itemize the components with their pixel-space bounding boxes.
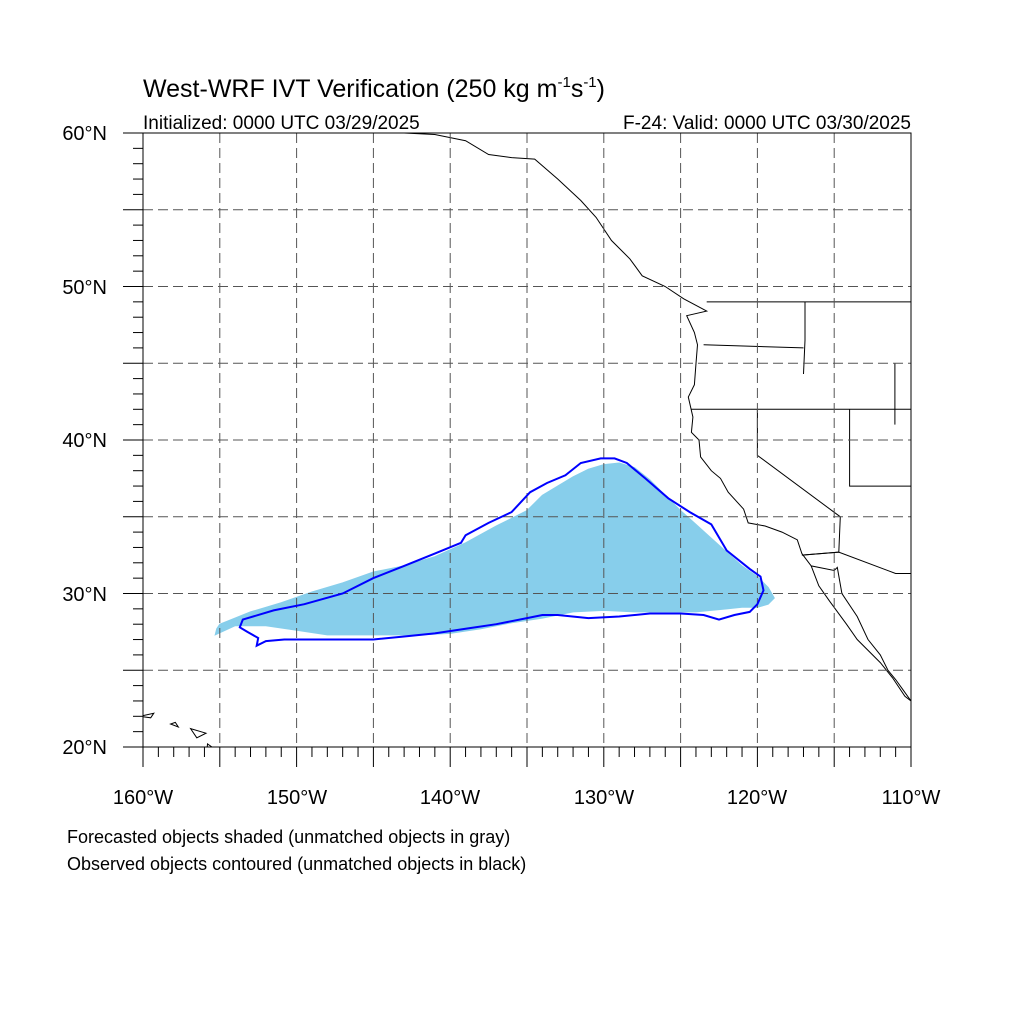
lon-label-150w: 150°W — [267, 787, 327, 809]
lon-label-140w: 140°W — [420, 787, 480, 809]
longitude-labels: 160°W 150°W 140°W 130°W 120°W 110°W — [113, 787, 941, 809]
caption-observed: Observed objects contoured (unmatched ob… — [67, 854, 526, 874]
axis-ticks — [123, 132, 912, 767]
lon-label-160w: 160°W — [113, 787, 173, 809]
island-outline — [143, 712, 155, 719]
valid-time-label: F-24: Valid: 0000 UTC 03/30/2025 — [623, 113, 911, 134]
observed-ivt-contour — [238, 457, 765, 648]
map-plot-area — [123, 132, 912, 767]
lon-label-120w: 120°W — [727, 787, 787, 809]
island-outline — [189, 727, 208, 739]
coastline — [404, 133, 911, 702]
hawaii-islands — [143, 712, 213, 747]
border-line — [803, 301, 806, 375]
lon-label-130w: 130°W — [574, 787, 634, 809]
chart-title: West-WRF IVT Verification (250 kg m-1s-1… — [143, 74, 605, 103]
lat-label-50: 50°N — [62, 277, 107, 299]
lat-label-40: 40°N — [62, 430, 107, 452]
lat-lon-gridlines — [143, 133, 911, 747]
lat-label-30: 30°N — [62, 584, 107, 606]
latitude-labels: 60°N 50°N 40°N 30°N 20°N — [62, 123, 107, 759]
baja-coastline — [810, 565, 911, 702]
caption-forecast: Forecasted objects shaded (unmatched obj… — [67, 827, 510, 847]
island-outline — [169, 721, 180, 729]
border-line — [801, 551, 911, 574]
border-line — [703, 344, 804, 349]
lat-label-60: 60°N — [62, 123, 107, 145]
border-line — [849, 409, 911, 487]
lat-label-20: 20°N — [62, 737, 107, 759]
init-time-label: Initialized: 0000 UTC 03/29/2025 — [143, 113, 420, 134]
lon-label-110w: 110°W — [882, 787, 941, 809]
